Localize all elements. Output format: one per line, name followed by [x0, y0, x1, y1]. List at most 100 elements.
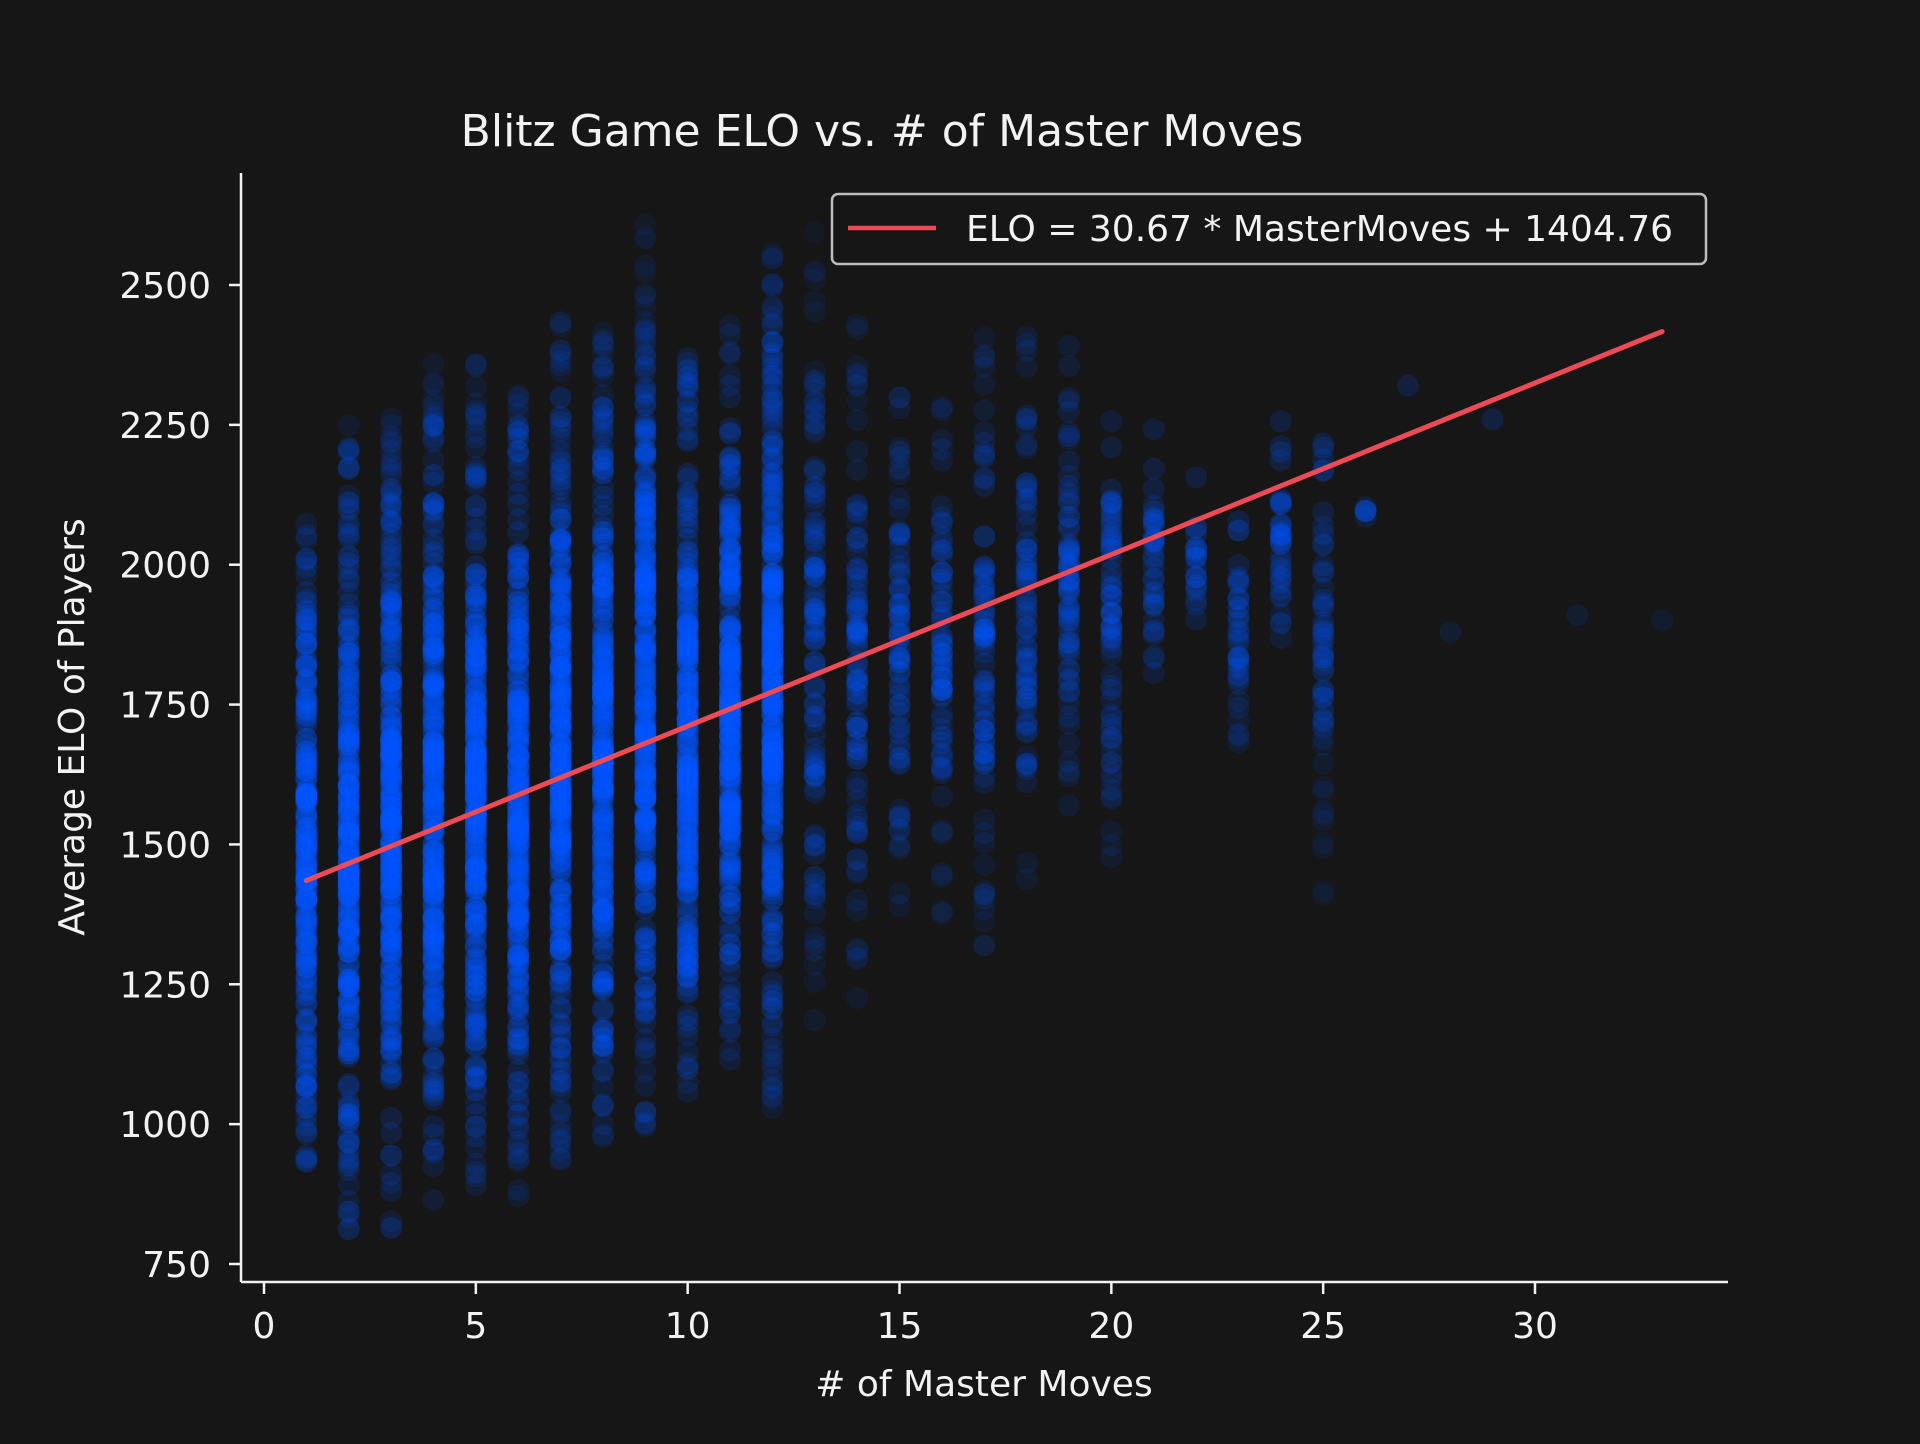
- scatter-point: [337, 756, 360, 779]
- scatter-point: [1057, 794, 1080, 817]
- scatter-point: [634, 573, 657, 596]
- scatter-point: [422, 597, 445, 620]
- scatter-point: [380, 820, 403, 843]
- scatter-point: [337, 1003, 360, 1026]
- scatter-point: [422, 752, 445, 775]
- scatter-point: [295, 625, 318, 648]
- scatter-point: [380, 1042, 403, 1065]
- scatter-point: [676, 838, 699, 861]
- scatter-point: [761, 377, 784, 400]
- scatter-point: [464, 854, 487, 877]
- scatter-point: [549, 492, 572, 515]
- scatter-point: [634, 762, 657, 785]
- scatter-point: [719, 873, 742, 896]
- scatter-point: [464, 979, 487, 1002]
- scatter-point: [380, 1144, 403, 1167]
- scatter-point: [337, 941, 360, 964]
- scatter-point: [507, 965, 530, 988]
- scatter-point: [337, 734, 360, 757]
- scatter-point: [507, 421, 530, 444]
- scatter-point: [549, 601, 572, 624]
- scatter-point: [295, 905, 318, 928]
- scatter-point: [422, 849, 445, 872]
- scatter-point: [337, 829, 360, 852]
- scatter-point: [719, 792, 742, 815]
- scatter-point: [422, 973, 445, 996]
- scatter-point: [676, 632, 699, 655]
- scatter-point: [634, 828, 657, 851]
- scatter-point: [676, 763, 699, 786]
- scatter-point: [295, 810, 318, 833]
- scatter-point: [337, 919, 360, 942]
- scatter-point: [422, 631, 445, 654]
- scatter-point: [464, 1161, 487, 1184]
- scatter-point: [1227, 619, 1250, 642]
- scatter-point: [634, 528, 657, 551]
- scatter-point: [676, 1052, 699, 1075]
- scatter-point: [719, 497, 742, 520]
- scatter-point: [380, 478, 403, 501]
- scatter-point: [464, 1092, 487, 1115]
- scatter-point: [719, 757, 742, 780]
- scatter-point: [973, 699, 996, 722]
- scatter-point: [591, 494, 614, 517]
- scatter-point: [422, 676, 445, 699]
- scatter-point: [591, 608, 614, 631]
- scatter-point: [380, 1029, 403, 1052]
- scatter-point: [380, 453, 403, 476]
- scatter-point: [380, 1061, 403, 1084]
- scatter-point: [464, 1009, 487, 1032]
- scatter-point: [380, 728, 403, 751]
- scatter-point: [846, 541, 869, 564]
- scatter-point: [591, 526, 614, 549]
- scatter-point: [337, 955, 360, 978]
- scatter-point: [464, 964, 487, 987]
- scatter-point: [634, 770, 657, 793]
- scatter-point: [888, 722, 911, 745]
- scatter-point: [507, 384, 530, 407]
- scatter-point: [507, 427, 530, 450]
- scatter-point: [634, 543, 657, 566]
- scatter-point: [507, 421, 530, 444]
- scatter-point: [1100, 688, 1123, 711]
- scatter-point: [973, 619, 996, 642]
- scatter-point: [295, 734, 318, 757]
- scatter-point: [591, 563, 614, 586]
- scatter-point: [464, 724, 487, 747]
- scatter-point: [380, 925, 403, 948]
- scatter-point: [549, 696, 572, 719]
- scatter-point: [464, 654, 487, 677]
- scatter-point: [591, 384, 614, 407]
- scatter-point: [1100, 787, 1123, 810]
- scatter-point: [761, 386, 784, 409]
- scatter-point: [549, 528, 572, 551]
- scatter-point: [676, 528, 699, 551]
- scatter-point: [295, 524, 318, 547]
- scatter-point: [719, 828, 742, 851]
- scatter-point: [422, 868, 445, 891]
- scatter-point: [380, 807, 403, 830]
- scatter-point: [337, 1111, 360, 1134]
- scatter-point: [464, 948, 487, 971]
- scatter-point: [1566, 604, 1589, 627]
- scatter-point: [676, 864, 699, 887]
- scatter-point: [888, 603, 911, 626]
- scatter-point: [761, 626, 784, 649]
- scatter-point: [591, 978, 614, 1001]
- scatter-point: [761, 596, 784, 619]
- scatter-point: [295, 854, 318, 877]
- scatter-point: [549, 970, 572, 993]
- scatter-point: [676, 982, 699, 1005]
- scatter-point: [295, 686, 318, 709]
- scatter-point: [549, 870, 572, 893]
- scatter-point: [634, 638, 657, 661]
- scatter-point: [761, 1096, 784, 1119]
- scatter-point: [761, 713, 784, 736]
- scatter-point: [634, 869, 657, 892]
- scatter-point: [591, 843, 614, 866]
- scatter-point: [549, 508, 572, 531]
- scatter-point: [634, 763, 657, 786]
- scatter-point: [295, 614, 318, 637]
- scatter-point: [591, 342, 614, 365]
